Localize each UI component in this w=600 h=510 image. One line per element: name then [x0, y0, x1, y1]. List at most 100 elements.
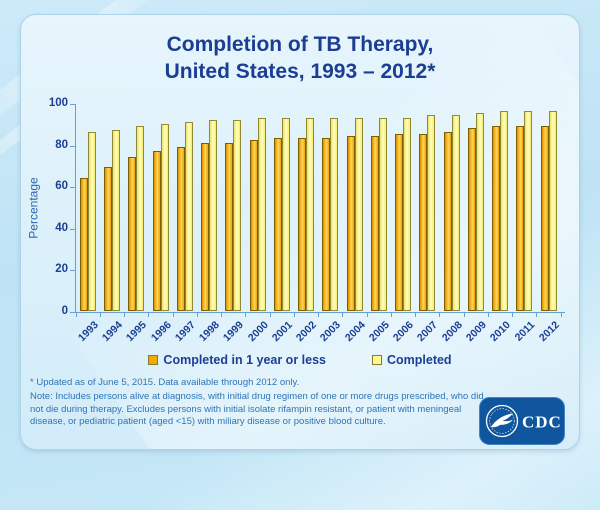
bar-completed-1995 — [136, 125, 145, 311]
bar-completed-1yr-2012 — [540, 125, 549, 311]
y-axis — [75, 104, 76, 313]
x-tick — [293, 313, 295, 317]
bar-completed-2007 — [427, 115, 436, 311]
x-tick — [99, 313, 101, 317]
bar-completed-2006 — [403, 117, 412, 311]
x-tick-label: 1993 — [75, 319, 101, 345]
y-tick — [70, 228, 75, 230]
cdc-logo-graphic: CDC — [479, 397, 565, 445]
x-tick-label: 2003 — [318, 319, 344, 345]
slide-title-line2: United States, 1993 – 2012* — [164, 60, 436, 83]
x-tick-label: 1998 — [196, 319, 222, 345]
x-tick — [536, 313, 538, 317]
bar-completed-1998 — [209, 119, 218, 311]
bar-completed-2004 — [354, 117, 363, 311]
y-tick — [70, 270, 75, 272]
y-tick — [70, 312, 75, 313]
bar-completed-1yr-2006 — [395, 134, 404, 311]
x-tick-label: 2012 — [536, 319, 562, 345]
x-tick — [124, 313, 125, 317]
x-tick-label: 2006 — [390, 319, 416, 345]
x-tick-label: 2007 — [415, 319, 441, 345]
y-tick-label: 20 — [55, 263, 68, 276]
bar-completed-1yr-2001 — [273, 138, 282, 311]
bar-completed-2010 — [500, 111, 509, 311]
cdc-logo: CDC — [479, 397, 565, 445]
x-tick-label: 1996 — [148, 319, 174, 345]
bar-completed-1yr-1997 — [176, 146, 185, 311]
y-axis-title: Percentage — [27, 177, 42, 239]
x-tick-label: 2001 — [269, 319, 295, 345]
x-tick — [463, 313, 465, 317]
bar-completed-1996 — [160, 123, 169, 311]
x-tick — [439, 313, 441, 317]
footnote-updated: * Updated as of June 5, 2015. Data avail… — [30, 377, 300, 388]
chart-legend: Completed in 1 year or less Completed — [21, 353, 579, 367]
x-tick — [245, 313, 247, 317]
bar-completed-2009 — [475, 113, 484, 311]
legend-item: Completed in 1 year or less — [148, 353, 326, 367]
y-tick-label: 60 — [55, 180, 68, 193]
x-tick-label: 2010 — [487, 319, 513, 345]
legend-label: Completed in 1 year or less — [163, 353, 326, 367]
bar-completed-1yr-1994 — [104, 167, 113, 311]
x-axis — [75, 312, 565, 313]
hhs-seal-icon — [485, 404, 519, 438]
bar-completed-2008 — [451, 115, 460, 311]
bar-completed-2001 — [281, 117, 290, 311]
x-tick-label: 2000 — [245, 319, 271, 345]
x-tick — [318, 313, 319, 317]
x-tick-label: 1999 — [221, 319, 247, 345]
legend-label: Completed — [386, 353, 452, 367]
bar-completed-1yr-1995 — [128, 157, 137, 311]
x-tick — [221, 313, 222, 317]
legend-swatch-icon — [148, 355, 159, 365]
x-tick-label: 2005 — [366, 319, 392, 345]
x-tick-label: 2008 — [439, 319, 465, 345]
slide-title-line1: Completion of TB Therapy, — [166, 33, 434, 56]
y-tick-label: 0 — [61, 305, 68, 317]
x-tick-label: 1994 — [99, 319, 125, 345]
bar-completed-1yr-2002 — [298, 138, 307, 311]
x-tick — [366, 313, 368, 317]
bar-completed-1yr-2005 — [370, 136, 379, 311]
y-tick — [70, 104, 75, 105]
x-tick-label: 2009 — [463, 319, 489, 345]
y-tick — [70, 145, 75, 147]
bar-completed-1994 — [112, 130, 121, 311]
bar-completed-1yr-1999 — [225, 142, 234, 311]
bar-completed-2012 — [548, 111, 557, 311]
bar-completed-2000 — [257, 117, 266, 311]
bar-completed-1yr-1996 — [152, 150, 161, 311]
bar-completed-1yr-2010 — [492, 125, 501, 311]
x-tick — [75, 313, 77, 317]
x-tick-label: 2011 — [512, 319, 538, 344]
bar-completed-1yr-2011 — [516, 125, 525, 311]
y-tick-label: 100 — [48, 97, 68, 109]
x-tick-label: 2004 — [342, 319, 368, 345]
x-tick — [269, 313, 271, 317]
x-tick-label: 1995 — [124, 319, 150, 345]
x-tick — [172, 313, 174, 317]
bar-completed-1yr-2004 — [346, 136, 355, 311]
bar-completed-1993 — [87, 132, 96, 311]
y-tick — [70, 187, 75, 189]
x-tick-label: 1997 — [172, 319, 198, 345]
x-tick — [390, 313, 392, 317]
x-tick — [560, 313, 562, 317]
x-tick — [196, 313, 198, 317]
y-tick-label: 40 — [55, 221, 68, 234]
slide-title: Completion of TB Therapy, United States,… — [21, 31, 579, 85]
bar-completed-1yr-2003 — [322, 138, 331, 311]
bar-completed-2003 — [330, 117, 339, 311]
bar-completed-1999 — [233, 119, 242, 311]
slide-panel: Completion of TB Therapy, United States,… — [20, 14, 580, 450]
bar-completed-2002 — [306, 117, 315, 311]
cdc-logo-text: CDC — [522, 413, 562, 432]
bar-completed-1yr-2009 — [467, 127, 476, 311]
legend-swatch-icon — [371, 355, 382, 365]
plot-area: Percentage 0 20 40 60 80 100 1993 1994 1995 1996 1… — [27, 97, 565, 344]
x-tick — [148, 313, 150, 317]
x-tick-label: 2002 — [293, 319, 319, 345]
bar-completed-1yr-2000 — [249, 140, 258, 311]
